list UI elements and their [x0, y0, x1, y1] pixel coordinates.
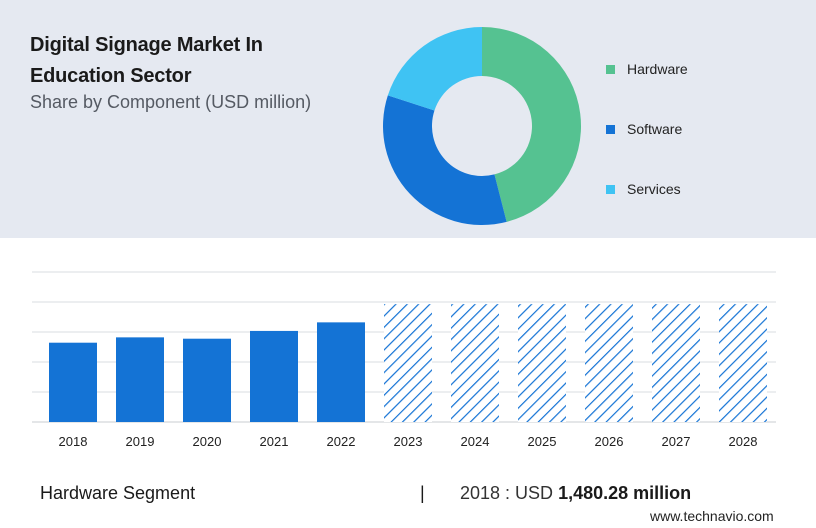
x-tick-label: 2024 [461, 434, 490, 449]
legend-label-services: Services [627, 181, 681, 197]
bar-2022 [317, 322, 365, 422]
bar-2023 [384, 304, 432, 422]
bar-2020 [183, 338, 231, 422]
x-tick-label: 2026 [595, 434, 624, 449]
donut-slice-services [387, 27, 482, 111]
legend-label-software: Software [627, 121, 683, 137]
footer-divider: | [420, 483, 425, 503]
chart-title: Digital Signage Market In Education Sect… [30, 34, 263, 87]
bar-2019 [116, 337, 164, 422]
legend-swatch-services [606, 184, 615, 194]
donut-slice-software [383, 95, 507, 225]
x-tick-label: 2018 [59, 434, 88, 449]
bar-chart: 2018 2019 2020 2021 2022 2023 2024 2025 2026 2027… [32, 271, 776, 449]
donut-chart [383, 27, 581, 225]
legend-item-services: Services [606, 178, 688, 200]
legend: Hardware Software Services [606, 58, 688, 238]
brand-url: www.technavio.com [650, 508, 774, 524]
x-tick-label: 2028 [729, 434, 758, 449]
x-tick-label: 2027 [662, 434, 691, 449]
x-tick-label: 2025 [528, 434, 557, 449]
bar-2026 [585, 304, 633, 422]
x-tick-label: 2022 [327, 434, 356, 449]
donut-slice-hardware [482, 27, 581, 222]
year-value: 1,480.28 million [558, 483, 692, 503]
x-tick-label: 2023 [394, 434, 423, 449]
legend-swatch-hardware [606, 64, 615, 74]
legend-swatch-software [606, 124, 615, 134]
segment-label: Hardware Segment [40, 483, 196, 503]
bar-2018 [49, 342, 97, 422]
bar-2024 [451, 304, 499, 422]
footer-bar: Hardware Segment | 2018 : USD 1,480.28 m… [0, 478, 816, 508]
bar-2027 [652, 304, 700, 422]
x-tick-label: 2020 [193, 434, 222, 449]
year-prefix: 2018 : USD [460, 483, 554, 503]
x-tick-label: 2021 [260, 434, 289, 449]
legend-item-hardware: Hardware [606, 58, 688, 80]
year-stat: 2018 : USD 1,480.28 million [460, 483, 691, 504]
bar-2025 [518, 304, 566, 422]
legend-label-hardware: Hardware [627, 61, 688, 77]
bar-2028 [719, 304, 767, 422]
legend-item-software: Software [606, 118, 688, 140]
x-tick-label: 2019 [126, 434, 155, 449]
chart-subtitle: Share by Component (USD million) [30, 92, 312, 112]
bar-2021 [250, 330, 298, 422]
